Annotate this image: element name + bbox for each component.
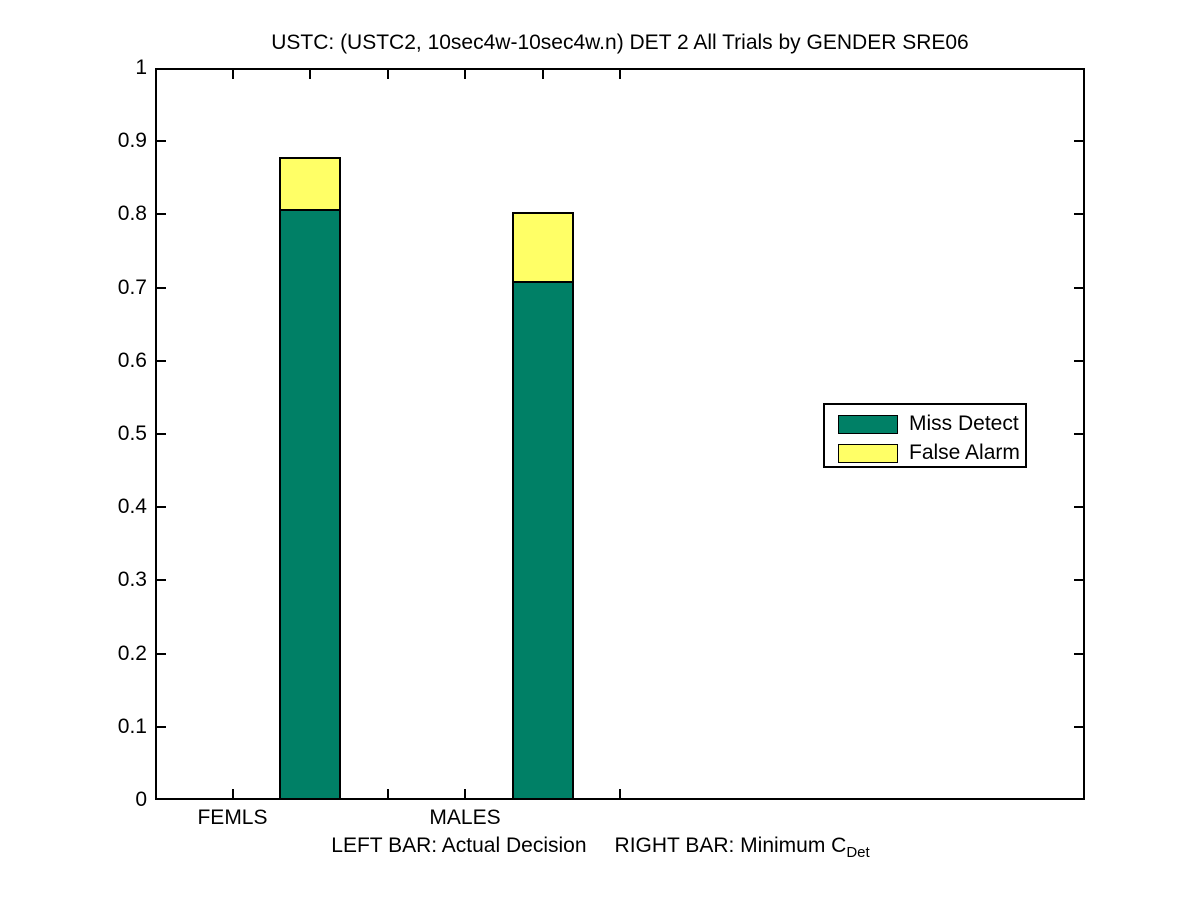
- x-tick-bottom: [464, 789, 466, 798]
- y-tick-left: [157, 140, 166, 143]
- y-tick-label: 0.5: [117, 422, 147, 445]
- y-tick-label: 0.1: [117, 714, 147, 738]
- caption-right-bar-text: RIGHT BAR: Minimum C: [614, 834, 847, 857]
- y-tick-left: [157, 579, 166, 582]
- y-tick-right: [1074, 359, 1083, 362]
- y-tick-label: 0.8: [117, 202, 147, 226]
- x-tick-bottom: [231, 789, 234, 798]
- caption-left-bar-text: LEFT BAR: Actual Decision: [331, 834, 587, 857]
- y-tick-left: [157, 725, 166, 728]
- x-tick-top: [309, 70, 311, 79]
- y-tick-left: [157, 506, 166, 509]
- y-tick-label: 0.6: [117, 348, 147, 372]
- legend-row: Miss Detect: [825, 412, 1025, 435]
- y-tick-left: [157, 652, 166, 655]
- chart-title: USTC: (USTC2, 10sec4w-10sec4w.n) DET 2 A…: [271, 31, 969, 54]
- y-tick-left: [157, 433, 166, 435]
- y-tick-right: [1074, 286, 1083, 289]
- x-tick-top: [619, 70, 621, 79]
- y-tick-right: [1074, 652, 1083, 655]
- legend-row: False Alarm: [825, 441, 1025, 464]
- y-tick-right: [1074, 506, 1083, 509]
- bar-males-miss-detect: [511, 281, 574, 800]
- y-tick-label: 0.7: [117, 275, 147, 299]
- legend-label: Miss Detect: [909, 412, 1019, 435]
- x-tick-top: [464, 70, 466, 79]
- y-tick-right: [1074, 140, 1083, 143]
- y-tick-right: [1074, 725, 1083, 728]
- y-tick-right: [1074, 213, 1083, 216]
- y-tick-label: 0.4: [117, 495, 147, 519]
- legend-swatch-false-alarm: [838, 444, 898, 463]
- x-axis-caption: LEFT BAR: Actual Decision RIGHT BAR: Mini…: [0, 833, 1201, 867]
- y-tick-label: 0.2: [117, 641, 147, 665]
- y-tick-label: 0: [135, 788, 147, 811]
- x-tick-label: FEMLS: [197, 806, 268, 829]
- x-tick-top: [541, 70, 544, 79]
- y-tick-right: [1074, 433, 1083, 435]
- x-tick-top: [231, 70, 234, 79]
- legend-swatch-miss-detect: [838, 415, 898, 434]
- caption-subscript: Det: [846, 844, 870, 862]
- bar-femls-miss-detect: [279, 208, 341, 800]
- x-tick-top: [386, 70, 389, 79]
- y-tick-label: 0.9: [117, 129, 147, 153]
- y-tick-left: [157, 286, 166, 289]
- x-tick-bottom: [619, 789, 621, 798]
- legend-label: False Alarm: [909, 441, 1020, 464]
- y-tick-right: [1074, 579, 1083, 582]
- y-tick-left: [157, 359, 166, 362]
- x-tick-bottom: [386, 789, 389, 798]
- bar-males-false-alarm: [511, 212, 574, 283]
- x-tick-label: MALES: [429, 806, 501, 829]
- y-tick-label: 1: [135, 56, 147, 79]
- legend: Miss Detect False Alarm: [823, 403, 1027, 468]
- bar-femls-false-alarm: [279, 156, 341, 211]
- y-tick-label: 0.3: [117, 568, 147, 592]
- y-tick-left: [157, 213, 166, 216]
